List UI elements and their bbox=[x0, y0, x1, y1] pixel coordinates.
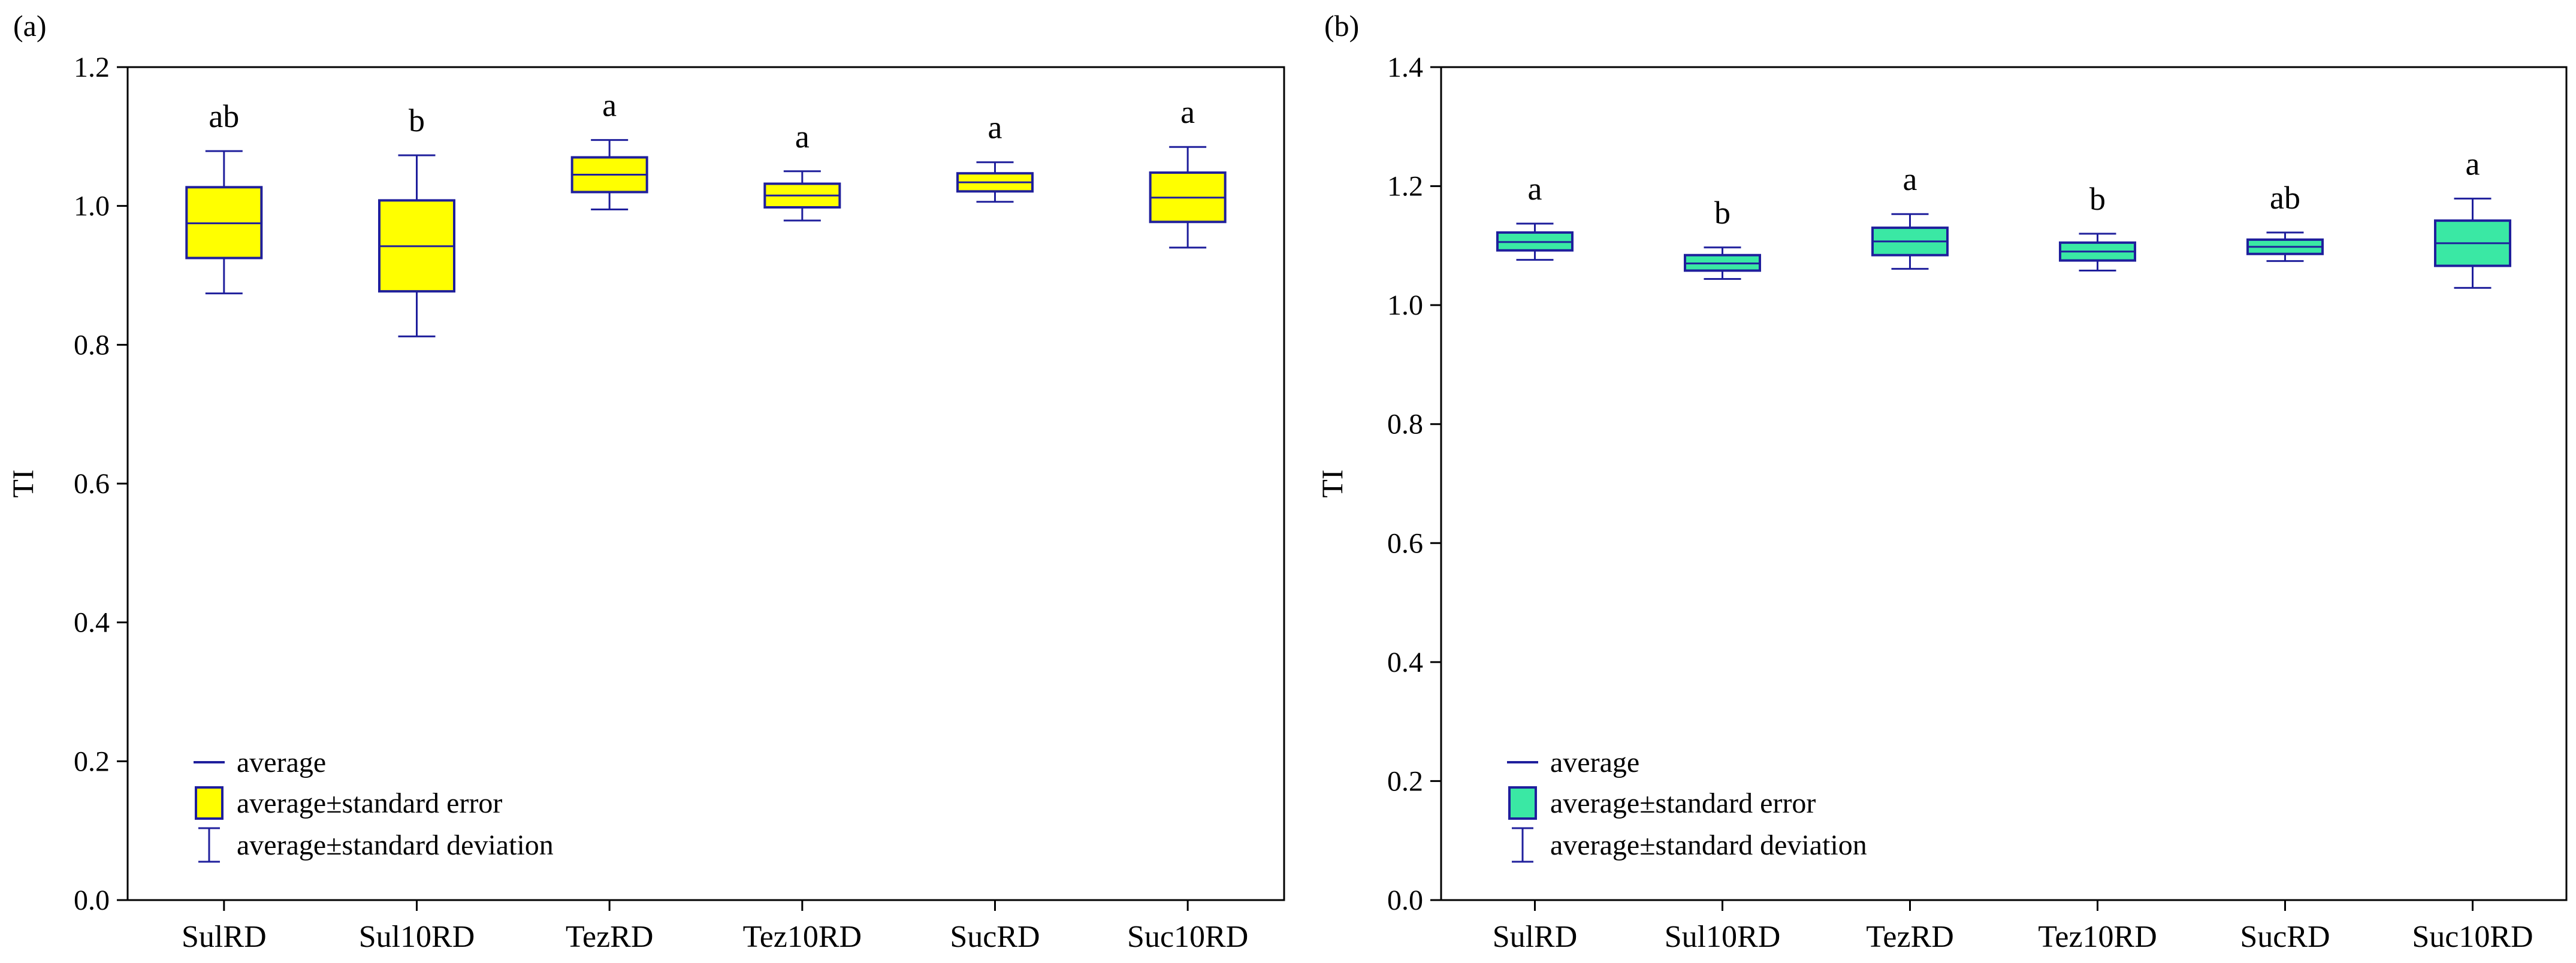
significance-label: b bbox=[409, 102, 425, 138]
plot-frame bbox=[1440, 66, 2568, 901]
box-group-SucRD: SucRD ab bbox=[2240, 180, 2330, 954]
x-tick-label: SucRD bbox=[950, 920, 1040, 954]
significance-label: ab bbox=[209, 98, 239, 134]
y-tick-label: 0.4 bbox=[74, 607, 110, 639]
y-tick-label: 1.0 bbox=[1387, 289, 1423, 321]
significance-label: b bbox=[1714, 195, 1731, 231]
y-tick-label: 1.4 bbox=[1387, 52, 1423, 83]
box-group-SulRD: SulRD a bbox=[1493, 171, 1578, 954]
y-tick-label: 1.2 bbox=[1387, 171, 1423, 203]
significance-label: a bbox=[1528, 171, 1542, 207]
y-tick-label: 0.0 bbox=[74, 884, 110, 916]
y-tick-label: 0.6 bbox=[1387, 527, 1423, 559]
y-tick-label: 0.8 bbox=[74, 329, 110, 361]
legend-average-label: average bbox=[1550, 747, 1639, 778]
box-group-Tez10RD: Tez10RD a bbox=[743, 119, 862, 954]
x-tick-label: Tez10RD bbox=[743, 920, 862, 954]
legend-sd-swatch bbox=[198, 827, 220, 863]
legend-sd-swatch bbox=[1512, 827, 1533, 863]
x-tick-label: SulRD bbox=[1493, 920, 1578, 954]
significance-label: a bbox=[988, 110, 1002, 146]
y-tick-label: 0.4 bbox=[1387, 647, 1423, 678]
y-tick-label: 0.6 bbox=[74, 468, 110, 500]
legend-se-label: average±standard error bbox=[237, 787, 502, 819]
significance-label: a bbox=[1903, 161, 1917, 197]
y-tick-label: 0.2 bbox=[74, 745, 110, 777]
significance-label: ab bbox=[2270, 180, 2300, 216]
box-group-Suc10RD: Suc10RD a bbox=[2412, 146, 2533, 954]
y-tick-label: 0.2 bbox=[1387, 765, 1423, 797]
box-group-TezRD: TezRD a bbox=[566, 87, 654, 954]
legend-sd-label: average±standard deviation bbox=[237, 829, 554, 861]
significance-label: b bbox=[2089, 181, 2106, 217]
x-tick-label: Suc10RD bbox=[2412, 920, 2533, 954]
y-axis-label: TI bbox=[6, 469, 40, 497]
box-group-SucRD: SucRD a bbox=[950, 110, 1040, 954]
x-tick-label: Tez10RD bbox=[2038, 920, 2157, 954]
box-group-SulRD: SulRD ab bbox=[182, 98, 267, 954]
legend: average average±standard error average±sta… bbox=[1507, 747, 1867, 863]
y-tick-label: 0.8 bbox=[1387, 409, 1423, 440]
x-tick-label: SulRD bbox=[182, 920, 267, 954]
x-tick-label: TezRD bbox=[1866, 920, 1954, 954]
box-group-Sul10RD: Sul10RD b bbox=[1665, 195, 1781, 954]
significance-label: a bbox=[795, 119, 810, 155]
y-tick-label: 1.0 bbox=[74, 191, 110, 222]
legend-se-swatch bbox=[1508, 786, 1537, 820]
significance-label: a bbox=[602, 87, 617, 123]
x-tick-label: Suc10RD bbox=[1127, 920, 1248, 954]
box-group-Suc10RD: Suc10RD a bbox=[1127, 94, 1248, 954]
legend-se-swatch bbox=[195, 786, 224, 820]
x-tick-label: SucRD bbox=[2240, 920, 2330, 954]
legend-average-label: average bbox=[237, 747, 326, 778]
x-tick-label: Sul10RD bbox=[359, 920, 475, 954]
x-tick-label: TezRD bbox=[566, 920, 654, 954]
x-tick-label: Sul10RD bbox=[1665, 920, 1781, 954]
box-group-Sul10RD: Sul10RD b bbox=[359, 102, 475, 954]
panel-label: (b) bbox=[1324, 9, 1359, 43]
panel-b: (b) 0.0 0.2 0.4 0.6 0.8 1.0 1.2 1.4 TI SulRD a Sul10… bbox=[1315, 9, 2568, 954]
box-group-Tez10RD: Tez10RD b bbox=[2038, 181, 2157, 954]
panel-a: (a)0.00.20.40.60.81.01.2TISulRDabSul10RD… bbox=[6, 9, 1285, 954]
box-group-TezRD: TezRD a bbox=[1866, 161, 1954, 954]
legend-se-label: average±standard error bbox=[1550, 787, 1816, 819]
significance-label: a bbox=[2466, 146, 2480, 182]
legend: average average±standard error average±sta… bbox=[194, 747, 554, 863]
panel-label: (a) bbox=[13, 9, 47, 43]
significance-label: a bbox=[1180, 94, 1195, 130]
y-axis-label: TI bbox=[1315, 469, 1349, 497]
legend-sd-label: average±standard deviation bbox=[1550, 829, 1867, 861]
y-tick-label: 0.0 bbox=[1387, 884, 1423, 916]
y-tick-label: 1.2 bbox=[74, 52, 110, 83]
